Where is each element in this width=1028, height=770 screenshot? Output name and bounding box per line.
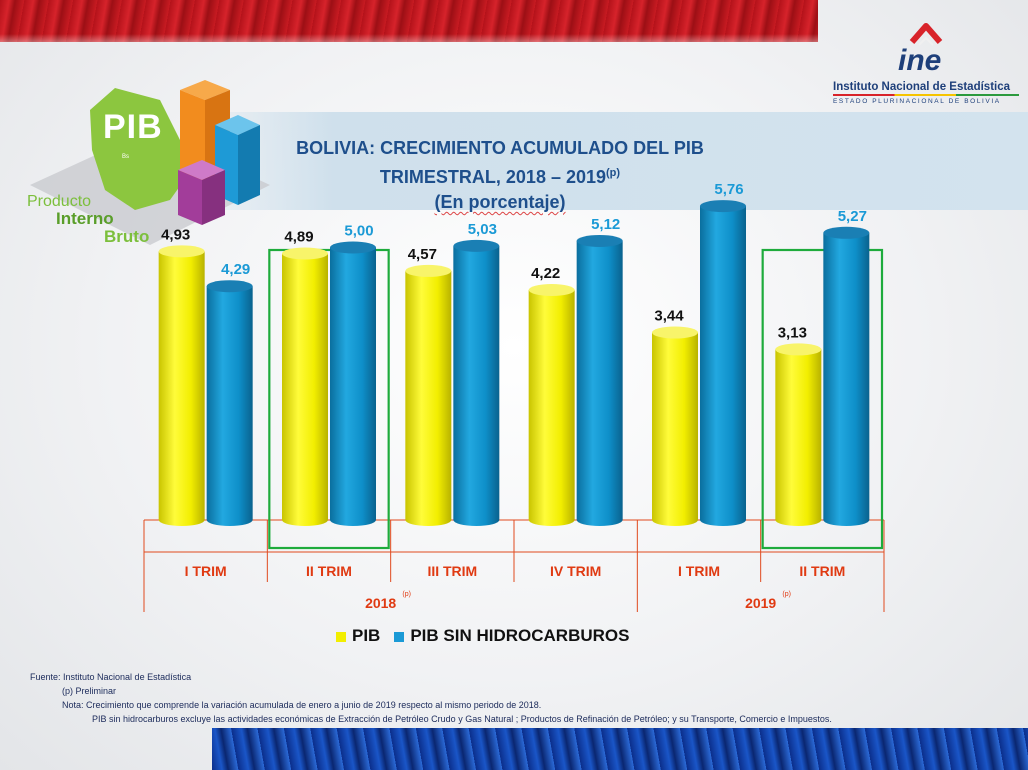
- bar-pib-3: [405, 270, 452, 526]
- top-decorative-stripe: [0, 0, 818, 42]
- group-label-2018: 2018: [365, 595, 396, 611]
- bar-pib-sin-hidrocarburos-3: [453, 245, 500, 527]
- category-label-5: I TRIM: [678, 563, 720, 579]
- legend-label-pib: PIB: [352, 626, 381, 645]
- footnote-note2: PIB sin hidrocarburos excluye las activi…: [92, 714, 832, 724]
- ine-logo: [909, 23, 943, 46]
- bar-cap-2-6: [823, 226, 870, 239]
- legend-item-pib-sin-hidrocarburos: PIB SIN HIDROCARBUROS: [394, 626, 629, 646]
- logo-acronym: ine: [898, 44, 942, 77]
- footnote-prelim: (p) Preliminar: [62, 686, 117, 696]
- bar-pib-5: [652, 332, 698, 526]
- highlight-box-2: [761, 248, 884, 550]
- chart-legend: PIB PIB SIN HIDROCARBUROS: [336, 626, 629, 646]
- group-sup-2018: (p): [402, 591, 411, 598]
- pib-label-interno: Interno: [56, 209, 114, 228]
- data-label-2-5: 5,76: [714, 181, 743, 198]
- bar-cap-1-1: [158, 245, 205, 258]
- data-label-2-3: 5,03: [468, 221, 497, 238]
- bar-pib-sin-hidrocarburos-5: [700, 206, 746, 526]
- legend-label-pib-sin-hidrocarburos: PIB SIN HIDROCARBUROS: [410, 626, 630, 645]
- bar-cap-2-3: [453, 239, 500, 252]
- bar-pib-sin-hidrocarburos-1: [206, 286, 253, 526]
- category-label-4: IV TRIM: [550, 563, 601, 579]
- bar-cap-1-6: [775, 343, 822, 356]
- category-label-2: II TRIM: [306, 563, 352, 579]
- data-label-1-2: 4,89: [284, 228, 313, 245]
- bolivia-map-icon: [90, 88, 195, 210]
- bottom-decorative-stripe: [212, 728, 1028, 770]
- category-label-6: II TRIM: [799, 563, 845, 579]
- category-label-3: III TRIM: [427, 563, 477, 579]
- group-label-2019: 2019: [745, 595, 776, 611]
- category-label-1: I TRIM: [185, 563, 227, 579]
- logo-roof-icon: [909, 23, 943, 44]
- bar-cap-1-2: [282, 247, 328, 260]
- pib-bs: Bs: [122, 154, 130, 160]
- bar-pib-sin-hidrocarburos-4: [576, 240, 623, 526]
- pib-illustration: [30, 80, 270, 245]
- footnote-note: Nota: Crecimiento que comprende la varia…: [62, 700, 542, 710]
- chart-subtitle: (En porcentaje): [434, 192, 566, 212]
- bar-pib-4: [528, 290, 575, 526]
- data-label-1-6: 3,13: [778, 324, 807, 341]
- data-label-1-1: 4,93: [161, 226, 190, 243]
- bar-pib-1: [158, 251, 205, 526]
- data-label-2-6: 5,27: [838, 208, 867, 225]
- bar-cap-1-3: [405, 264, 452, 277]
- bar-pib-6: [775, 349, 822, 526]
- logo-tricolor-line: [833, 94, 1019, 96]
- pib-label-producto: Producto: [27, 193, 92, 210]
- chart-title-sup: (p): [606, 167, 621, 179]
- logo-name: Instituto Nacional de Estadística: [833, 81, 1011, 93]
- logo-subname: ESTADO PLURINACIONAL DE BOLIVIA: [833, 98, 1001, 105]
- legend-swatch-pib-sin-hidrocarburos: [394, 631, 405, 642]
- bar-pib-sin-hidrocarburos-2: [330, 247, 376, 526]
- legend-swatch-pib: [336, 631, 346, 642]
- footnote-source: Fuente: Instituto Nacional de Estadístic…: [30, 672, 192, 682]
- highlight-box-1: [268, 248, 390, 550]
- title-band: [180, 112, 1028, 210]
- data-label-2-2: 5,00: [344, 223, 373, 240]
- data-label-2-1: 4,29: [221, 261, 250, 278]
- bar-cap-1-5: [652, 326, 698, 339]
- data-label-1-3: 4,57: [408, 246, 437, 263]
- bar-cap-2-4: [576, 234, 623, 247]
- bar-pib-sin-hidrocarburos-6: [823, 232, 870, 526]
- data-label-1-4: 4,22: [531, 265, 560, 282]
- bar-cap-1-4: [528, 284, 575, 297]
- legend-item-pib: PIB: [336, 626, 380, 646]
- bar-cap-2-1: [206, 280, 253, 293]
- bar-pib-2: [282, 253, 328, 526]
- pib-word: PIB: [103, 108, 163, 146]
- footnotes: Fuente: Instituto Nacional de Estadístic…: [30, 670, 832, 726]
- chart-title: BOLIVIA: CRECIMIENTO ACUMULADO DEL PIB T…: [260, 136, 740, 215]
- chart-title-text: BOLIVIA: CRECIMIENTO ACUMULADO DEL PIB T…: [296, 138, 704, 187]
- data-label-2-4: 5,12: [591, 216, 620, 233]
- bar-cap-2-2: [330, 241, 376, 254]
- pib-label-bruto: Bruto: [104, 227, 150, 246]
- group-sup-2019: (p): [782, 591, 791, 598]
- purple-cube-icon: [178, 160, 225, 225]
- data-label-1-5: 3,44: [654, 308, 684, 325]
- bar-cap-2-5: [700, 200, 746, 213]
